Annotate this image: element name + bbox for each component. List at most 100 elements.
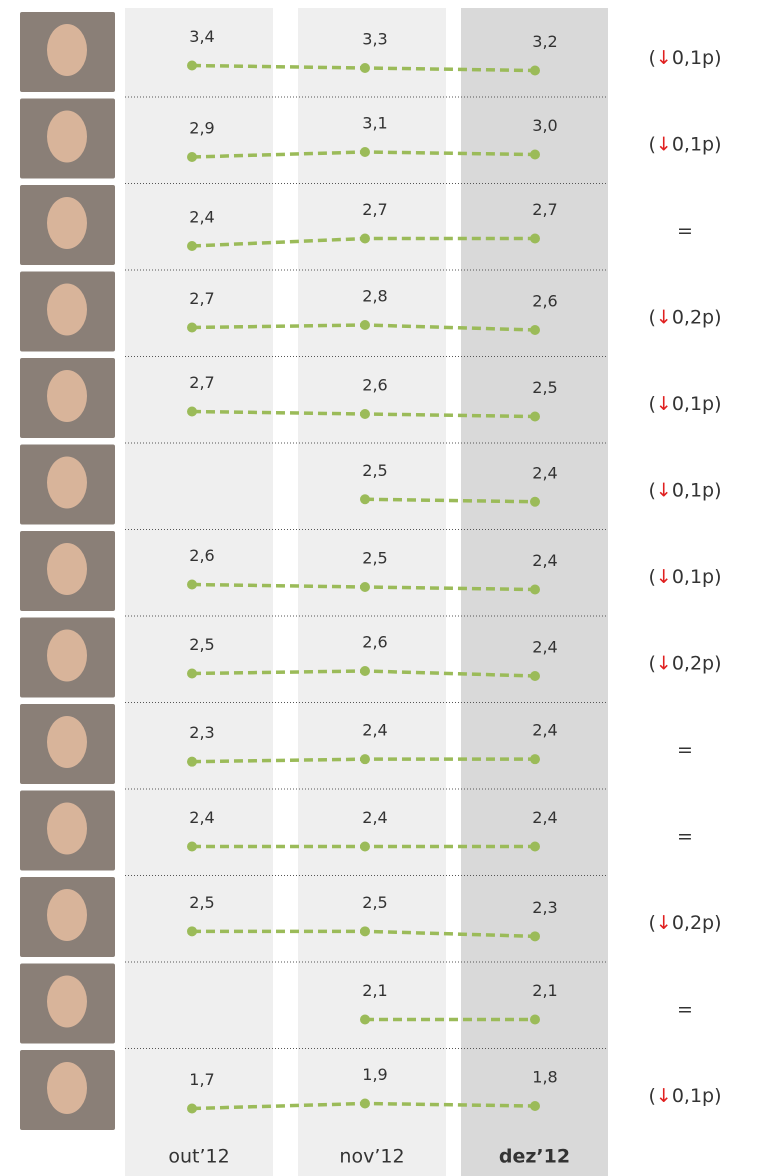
value-label: 2,7 [532,200,557,219]
point [187,926,197,937]
value-label: 2,1 [362,981,387,1000]
value-label: 2,3 [189,723,214,742]
point [187,322,197,333]
value-label: 2,6 [532,292,557,311]
value-label: 3,0 [532,116,557,135]
change-label: = [677,825,693,847]
point [530,1014,540,1025]
portrait-face [47,975,87,1028]
point [187,241,197,251]
point [360,666,370,676]
change-label: = [677,998,693,1020]
value-label: 2,5 [189,635,214,654]
portrait-face [47,1062,87,1114]
value-label: 2,6 [362,376,387,395]
portrait-face [47,197,87,249]
value-label: 1,7 [189,1070,214,1089]
x-tick-label: dez’12 [499,1146,570,1168]
point [530,584,540,595]
value-label: 2,5 [362,549,387,568]
point [187,579,197,590]
portrait-face [47,629,87,682]
value-label: 2,9 [189,119,214,138]
point [187,152,197,162]
value-label: 2,4 [362,808,387,827]
point [360,147,370,157]
value-label: 3,1 [362,114,387,133]
value-label: 2,3 [532,898,557,917]
point [530,496,540,507]
point [530,233,540,244]
value-label: 2,4 [189,208,214,227]
point [360,494,370,505]
point [530,671,540,681]
point [530,931,540,942]
value-label: 2,6 [362,633,387,652]
point [530,65,540,76]
value-label: 2,4 [532,721,557,740]
point [530,325,540,335]
value-label: 2,7 [189,289,214,308]
value-label: 2,4 [532,638,557,657]
value-label: 2,4 [532,463,557,482]
change-label: (↓0,1p) [648,133,721,155]
portrait-face [47,283,87,336]
point [530,411,540,422]
value-label: 2,4 [362,721,387,740]
point [530,841,540,852]
value-label: 2,8 [362,287,387,306]
value-label: 2,6 [189,546,214,565]
column-band [298,8,446,1176]
portrait-face [47,456,87,509]
value-label: 2,5 [362,893,387,912]
change-label: = [677,739,693,761]
point [360,754,370,765]
value-label: 3,3 [362,30,387,49]
portrait-face [47,543,87,595]
change-label: (↓0,2p) [648,652,721,674]
value-label: 1,9 [362,1065,387,1084]
point [360,233,370,244]
point [187,668,197,679]
point [187,1103,197,1114]
point [530,754,540,765]
point [360,63,370,73]
value-label: 2,4 [532,808,557,827]
portrait-face [47,24,87,76]
point [187,406,197,417]
point [360,1014,370,1025]
point [360,320,370,330]
value-label: 2,4 [532,551,557,570]
point [187,60,197,71]
portrait-face [47,889,87,941]
portrait-face [47,110,87,163]
x-tick-label: out’12 [168,1146,229,1168]
change-label: (↓0,1p) [648,47,721,69]
value-label: 2,7 [362,200,387,219]
point [360,409,370,419]
value-label: 1,8 [532,1068,557,1087]
column-band [125,8,273,1176]
value-label: 2,7 [189,373,214,392]
value-label: 2,5 [189,893,214,912]
point [360,582,370,592]
value-label: 2,5 [362,461,387,480]
point [187,841,197,852]
change-label: (↓0,2p) [648,306,721,328]
point [360,926,370,937]
value-label: 2,1 [532,981,557,1000]
point [530,149,540,160]
point [530,1101,540,1111]
change-label: = [677,220,693,242]
point [360,841,370,852]
point [187,756,197,767]
point [360,1098,370,1109]
change-label: (↓0,1p) [648,479,721,501]
value-label: 3,2 [532,32,557,51]
change-label: (↓0,1p) [648,393,721,415]
value-label: 3,4 [189,27,214,46]
change-label: (↓0,1p) [648,566,721,588]
portrait-face [47,716,87,768]
line [364,497,536,504]
